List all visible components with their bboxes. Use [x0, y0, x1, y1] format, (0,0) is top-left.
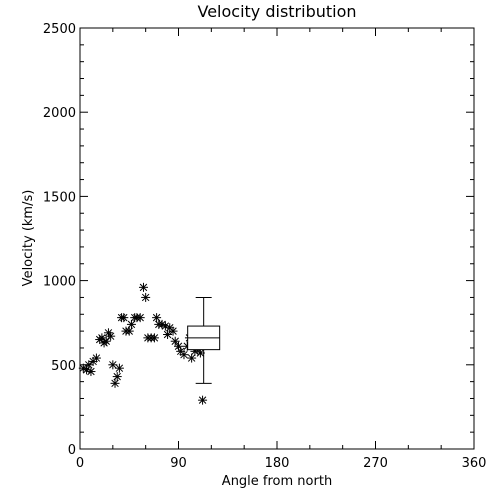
scatter-points: [78, 282, 208, 405]
data-point: [187, 353, 197, 363]
y-tick-label: 2000: [43, 106, 76, 121]
data-point: [152, 313, 162, 323]
data-point: [86, 367, 96, 377]
data-point: [126, 319, 136, 329]
y-tick-label: 1500: [43, 190, 76, 205]
x-axis-label: Angle from north: [222, 474, 332, 489]
data-point: [138, 282, 148, 292]
boxplot: [187, 296, 221, 384]
y-tick-label: 1000: [43, 275, 76, 290]
y-tick-label: 2500: [43, 22, 76, 37]
data-point: [106, 331, 116, 341]
y-axis-label: Velocity (km/s): [21, 190, 36, 287]
x-tick-label: 180: [265, 456, 290, 471]
plot-frame: [79, 27, 475, 450]
x-tick-label: 0: [76, 456, 84, 471]
y-tick-labels: 0 500 1000 1500 2000 2500: [43, 22, 76, 458]
data-point: [112, 372, 122, 382]
y-tick-label: 0: [68, 443, 76, 458]
data-point: [110, 378, 120, 388]
data-point: [179, 350, 189, 360]
data-point: [108, 360, 118, 370]
data-point: [149, 333, 159, 343]
data-point: [114, 363, 124, 373]
data-point: [124, 326, 134, 336]
x-tick-label: 270: [363, 456, 388, 471]
data-point: [168, 326, 178, 336]
data-point: [91, 353, 101, 363]
x-tick-label: 90: [170, 456, 187, 471]
x-tick-labels: 0 90 180 270 360: [76, 456, 487, 471]
data-point: [198, 395, 208, 405]
data-point: [135, 313, 145, 323]
data-point: [141, 292, 151, 302]
x-tick-label: 360: [462, 456, 487, 471]
y-tick-label: 500: [51, 359, 76, 374]
data-point: [170, 336, 180, 346]
axis-ticks: [79, 27, 475, 450]
chart-title: Velocity distribution: [197, 2, 356, 21]
data-point: [101, 336, 111, 346]
data-point: [119, 313, 129, 323]
